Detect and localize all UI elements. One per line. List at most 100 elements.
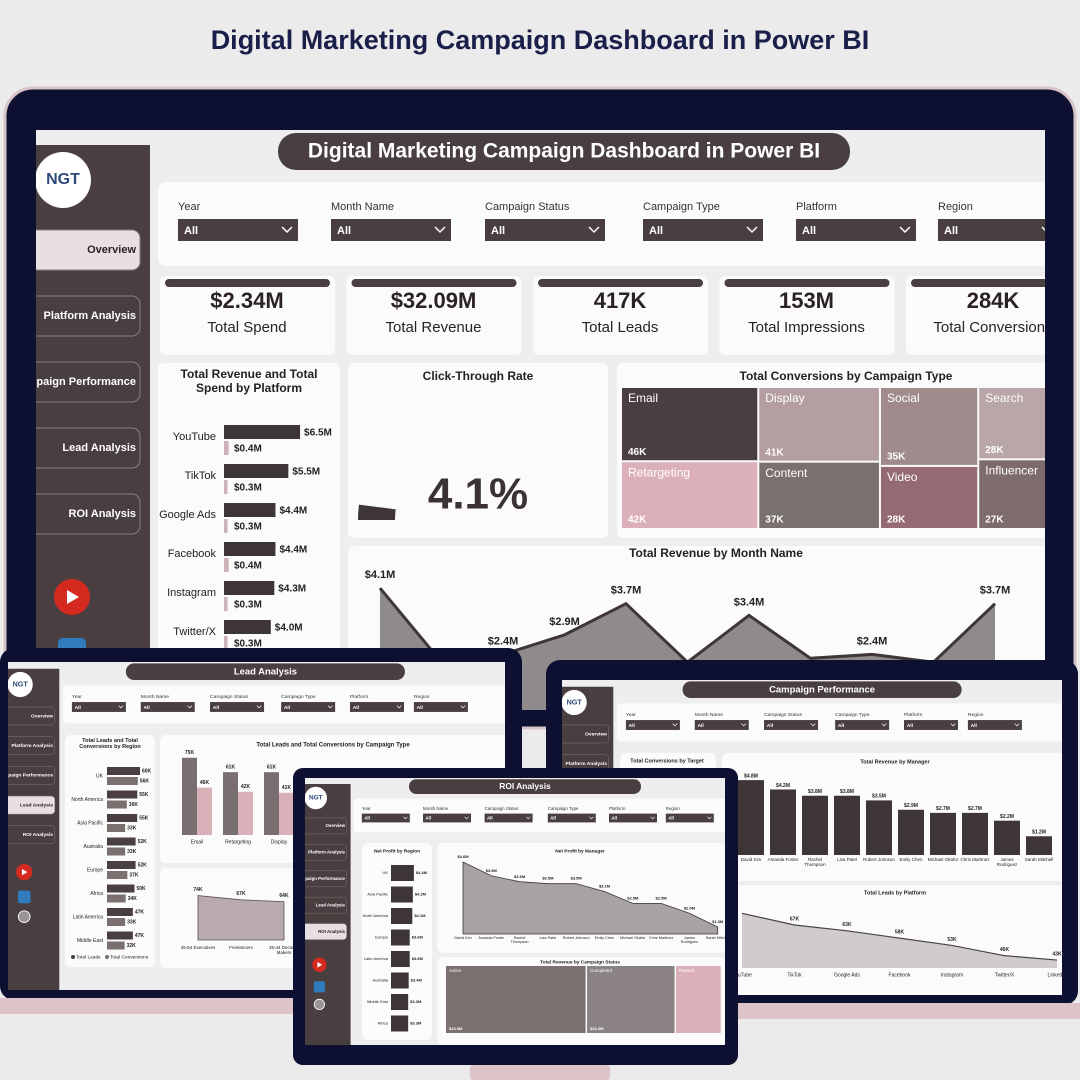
filter-dropdown[interactable] [764, 720, 819, 730]
filter-dropdown[interactable] [938, 219, 1058, 241]
chevron [1014, 723, 1020, 727]
nav-button[interactable] [3, 795, 56, 815]
bar [107, 837, 136, 846]
filter-dropdown[interactable] [413, 702, 468, 712]
filter-dropdown[interactable] [967, 720, 1022, 730]
value-label: $4.6M [457, 854, 469, 859]
bar [391, 1015, 409, 1032]
value-label: 47K [135, 933, 145, 939]
treemap-cell [979, 460, 1045, 528]
value-label: $4.4M [279, 506, 307, 517]
filter-label: Month Name [423, 806, 449, 811]
chevron [327, 705, 333, 709]
nav-button[interactable] [26, 229, 141, 271]
nav-button[interactable] [3, 825, 56, 845]
nav-button[interactable] [301, 817, 347, 835]
nav-button[interactable] [26, 493, 141, 535]
filter-dropdown[interactable] [665, 813, 714, 823]
nav-button[interactable] [301, 897, 347, 914]
filter-dropdown[interactable] [71, 702, 126, 712]
category-label: David Kim [740, 857, 762, 862]
kpi-card [533, 276, 708, 355]
logo-badge [36, 152, 91, 208]
nav-button[interactable] [301, 923, 347, 940]
nav-button[interactable] [3, 766, 56, 785]
value-label: $4.0M [275, 623, 303, 634]
bar [224, 581, 275, 595]
filter-dropdown[interactable] [210, 702, 265, 712]
category-label: Africa [378, 1021, 389, 1026]
screen-title: Digital Marketing Campaign Dashboard in … [308, 140, 820, 163]
filter-dropdown[interactable] [625, 720, 680, 730]
category-label: Emily Chen [594, 936, 615, 940]
filter-value: All [649, 225, 663, 237]
nav-button[interactable] [26, 361, 141, 403]
filter-dropdown[interactable] [547, 813, 596, 823]
value-label: $0.4M [234, 444, 262, 455]
category-label: Twitter/X [173, 626, 216, 638]
nav-label: Campaign Performance [296, 876, 346, 881]
nav-button[interactable] [3, 736, 56, 755]
nav-button[interactable] [26, 295, 141, 337]
value-label: $5.5M [292, 467, 320, 478]
chevron [281, 226, 293, 234]
filter-label: Month Name [695, 712, 724, 718]
area [742, 913, 1057, 968]
logo-badge [305, 786, 327, 810]
filter-label: Campaign Type [548, 806, 579, 811]
filter-dropdown[interactable] [796, 219, 916, 241]
filter-value: All [284, 705, 291, 711]
category-label: Display [271, 839, 288, 845]
filter-value: All [668, 816, 674, 821]
bar [224, 480, 228, 494]
filter-dropdown[interactable] [140, 702, 195, 712]
filter-value: All [629, 723, 636, 729]
value-label: 67K [790, 916, 800, 922]
nav-button[interactable] [301, 870, 347, 887]
value-label: $1.3M [712, 919, 724, 924]
screen-title: Lead Analysis [234, 666, 297, 677]
filter-label: Campaign Type [281, 694, 316, 700]
filter-dropdown[interactable] [484, 813, 533, 823]
nav-button[interactable] [558, 724, 610, 744]
value-label: $3.6M [412, 956, 424, 961]
filter-dropdown[interactable] [331, 219, 451, 241]
globe-icon [313, 998, 326, 1011]
filter-label: Platform [904, 712, 922, 718]
filter-dropdown[interactable] [281, 702, 336, 712]
filter-dropdown[interactable] [643, 219, 763, 241]
category-label: Latin America [364, 956, 389, 961]
filter-dropdown[interactable] [350, 702, 405, 712]
cell-label: Social [887, 391, 920, 405]
filter-dropdown[interactable] [485, 219, 605, 241]
nav-button[interactable] [26, 427, 141, 469]
filter-label: Platform [350, 694, 368, 700]
category-label: YouTube [173, 431, 216, 443]
bar [224, 519, 228, 533]
filter-dropdown[interactable] [609, 813, 657, 823]
chevron [950, 723, 956, 727]
filter-dropdown[interactable] [835, 720, 890, 730]
value-label: 33K [127, 849, 137, 855]
nav-button[interactable] [3, 706, 56, 726]
cell-value: 42K [628, 515, 647, 526]
category-label: North America [363, 913, 389, 918]
line [741, 912, 1058, 961]
value-label: $2.5M [627, 895, 639, 900]
filter-dropdown[interactable] [361, 813, 410, 823]
value-label: 67K [236, 891, 246, 897]
bar [962, 812, 988, 855]
filter-dropdown[interactable] [423, 813, 471, 823]
filter-dropdown[interactable] [904, 720, 958, 730]
nav-button[interactable] [301, 844, 347, 861]
filter-dropdown[interactable] [178, 219, 298, 241]
category-label-box: Michael Okafor [620, 936, 646, 940]
kpi-value: 417K [594, 288, 647, 313]
category-label: Australia [84, 844, 104, 850]
filter-label: Campaign Status [764, 712, 802, 718]
legend-label: Total Conversions [110, 954, 149, 960]
nav-label: Overview [325, 823, 345, 828]
category-label: Asia Pacific [77, 820, 103, 826]
filter-dropdown[interactable] [694, 720, 749, 730]
treemap-cell [675, 966, 721, 1033]
